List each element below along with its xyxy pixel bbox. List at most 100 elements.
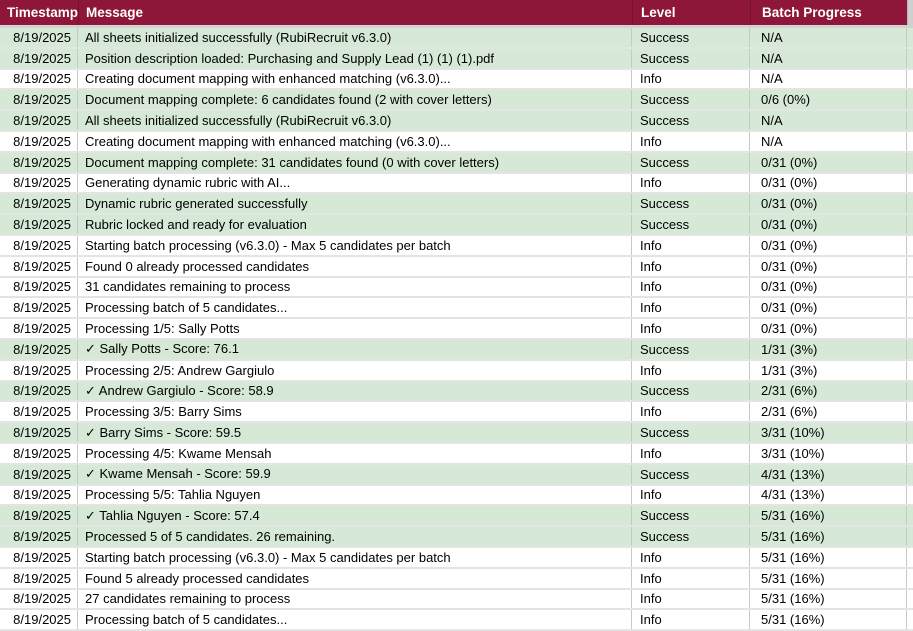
batch-progress-cell[interactable]: 5/31 (16%) [750,527,907,546]
timestamp-cell[interactable]: 8/19/2025 [0,69,78,89]
message-cell[interactable]: All sheets initialized successfully (Rub… [78,111,632,130]
batch-progress-cell[interactable]: 0/31 (0%) [750,235,907,255]
message-cell[interactable]: ✓ Barry Sims - Score: 59.5 [78,423,632,442]
timestamp-cell[interactable]: 8/19/2025 [0,194,78,214]
message-cell[interactable]: All sheets initialized successfully (Rub… [78,28,632,47]
message-cell[interactable]: 27 candidates remaining to process [78,589,632,609]
timestamp-cell[interactable]: 8/19/2025 [0,589,78,609]
timestamp-cell[interactable]: 8/19/2025 [0,111,78,130]
timestamp-cell[interactable]: 8/19/2025 [0,215,78,234]
batch-progress-cell[interactable]: 4/31 (13%) [750,464,907,484]
batch-progress-cell[interactable]: 5/31 (16%) [750,506,907,526]
timestamp-cell[interactable]: 8/19/2025 [0,152,78,172]
timestamp-cell[interactable]: 8/19/2025 [0,423,78,442]
message-cell[interactable]: ✓ Tahlia Nguyen - Score: 57.4 [78,506,632,526]
level-cell[interactable]: Success [632,48,750,68]
timestamp-cell[interactable]: 8/19/2025 [0,48,78,68]
level-cell[interactable]: Success [632,464,750,484]
timestamp-cell[interactable]: 8/19/2025 [0,547,78,567]
level-cell[interactable]: Success [632,90,750,110]
level-cell[interactable]: Success [632,194,750,214]
message-cell[interactable]: Processing batch of 5 candidates... [78,298,632,318]
batch-progress-cell[interactable]: 0/31 (0%) [750,194,907,214]
message-cell[interactable]: ✓ Sally Potts - Score: 76.1 [78,339,632,359]
level-cell[interactable]: Success [632,527,750,546]
batch-progress-cell[interactable]: 5/31 (16%) [750,568,907,588]
level-cell[interactable]: Success [632,506,750,526]
batch-progress-cell[interactable]: 2/31 (6%) [750,381,907,401]
batch-progress-cell[interactable]: 4/31 (13%) [750,485,907,505]
timestamp-cell[interactable]: 8/19/2025 [0,277,78,297]
batch-progress-cell[interactable]: 0/31 (0%) [750,173,907,193]
level-cell[interactable]: Info [632,298,750,318]
batch-progress-cell[interactable]: 0/31 (0%) [750,277,907,297]
message-cell[interactable]: Processing 5/5: Tahlia Nguyen [78,485,632,505]
level-cell[interactable]: Info [632,360,750,380]
level-cell[interactable]: Success [632,215,750,234]
level-cell[interactable]: Success [632,339,750,359]
level-cell[interactable]: Success [632,111,750,130]
batch-progress-cell[interactable]: 0/31 (0%) [750,298,907,318]
level-cell[interactable]: Info [632,547,750,567]
batch-progress-cell[interactable]: N/A [750,28,907,47]
timestamp-cell[interactable]: 8/19/2025 [0,235,78,255]
batch-progress-cell[interactable]: 5/31 (16%) [750,547,907,567]
batch-progress-cell[interactable]: 0/31 (0%) [750,319,907,338]
level-cell[interactable]: Info [632,235,750,255]
timestamp-cell[interactable]: 8/19/2025 [0,610,78,630]
batch-progress-cell[interactable]: N/A [750,48,907,68]
batch-progress-cell[interactable]: 3/31 (10%) [750,443,907,463]
batch-progress-cell[interactable]: N/A [750,111,907,130]
timestamp-cell[interactable]: 8/19/2025 [0,131,78,151]
column-header-level[interactable]: Level [632,0,750,25]
message-cell[interactable]: Found 5 already processed candidates [78,568,632,588]
timestamp-cell[interactable]: 8/19/2025 [0,360,78,380]
level-cell[interactable]: Success [632,423,750,442]
batch-progress-cell[interactable]: 0/31 (0%) [750,215,907,234]
message-cell[interactable]: 31 candidates remaining to process [78,277,632,297]
level-cell[interactable]: Success [632,381,750,401]
message-cell[interactable]: ✓ Kwame Mensah - Score: 59.9 [78,464,632,484]
timestamp-cell[interactable]: 8/19/2025 [0,527,78,546]
level-cell[interactable]: Success [632,28,750,47]
message-cell[interactable]: Processed 5 of 5 candidates. 26 remainin… [78,527,632,546]
message-cell[interactable]: Generating dynamic rubric with AI... [78,173,632,193]
message-cell[interactable]: Dynamic rubric generated successfully [78,194,632,214]
message-cell[interactable]: Processing 3/5: Barry Sims [78,402,632,422]
level-cell[interactable]: Info [632,610,750,630]
batch-progress-cell[interactable]: N/A [750,131,907,151]
message-cell[interactable]: Starting batch processing (v6.3.0) - Max… [78,235,632,255]
timestamp-cell[interactable]: 8/19/2025 [0,173,78,193]
column-header-batch-progress[interactable]: Batch Progress [750,0,907,25]
level-cell[interactable]: Info [632,319,750,338]
level-cell[interactable]: Info [632,443,750,463]
batch-progress-cell[interactable]: N/A [750,69,907,89]
batch-progress-cell[interactable]: 0/31 (0%) [750,152,907,172]
timestamp-cell[interactable]: 8/19/2025 [0,506,78,526]
timestamp-cell[interactable]: 8/19/2025 [0,464,78,484]
timestamp-cell[interactable]: 8/19/2025 [0,298,78,318]
batch-progress-cell[interactable]: 0/31 (0%) [750,256,907,276]
message-cell[interactable]: Document mapping complete: 31 candidates… [78,152,632,172]
level-cell[interactable]: Info [632,402,750,422]
timestamp-cell[interactable]: 8/19/2025 [0,485,78,505]
message-cell[interactable]: Processing 2/5: Andrew Gargiulo [78,360,632,380]
column-header-message[interactable]: Message [78,0,632,25]
timestamp-cell[interactable]: 8/19/2025 [0,381,78,401]
message-cell[interactable]: ✓ Andrew Gargiulo - Score: 58.9 [78,381,632,401]
timestamp-cell[interactable]: 8/19/2025 [0,319,78,338]
message-cell[interactable]: Creating document mapping with enhanced … [78,131,632,151]
timestamp-cell[interactable]: 8/19/2025 [0,443,78,463]
level-cell[interactable]: Info [632,589,750,609]
level-cell[interactable]: Info [632,131,750,151]
timestamp-cell[interactable]: 8/19/2025 [0,90,78,110]
batch-progress-cell[interactable]: 5/31 (16%) [750,589,907,609]
batch-progress-cell[interactable]: 3/31 (10%) [750,423,907,442]
level-cell[interactable]: Info [632,69,750,89]
level-cell[interactable]: Info [632,277,750,297]
column-header-timestamp[interactable]: Timestamp [7,5,78,20]
timestamp-cell[interactable]: 8/19/2025 [0,402,78,422]
level-cell[interactable]: Info [632,173,750,193]
batch-progress-cell[interactable]: 1/31 (3%) [750,360,907,380]
batch-progress-cell[interactable]: 0/6 (0%) [750,90,907,110]
